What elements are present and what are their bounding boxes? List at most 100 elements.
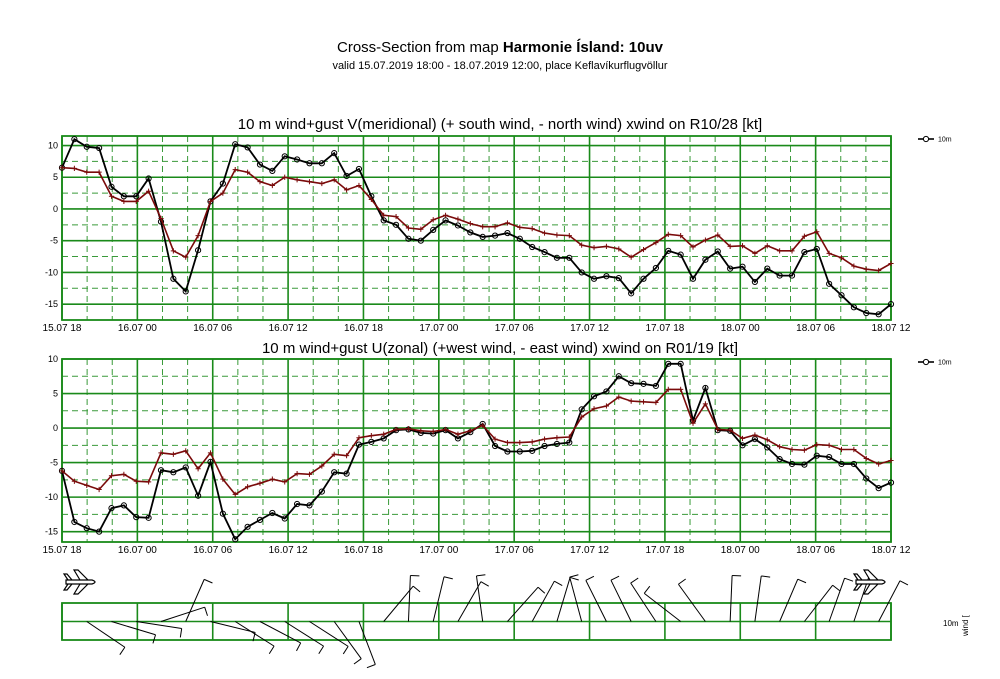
gust-marker	[789, 446, 795, 453]
y-tick-label: 0	[53, 204, 58, 214]
wind-marker	[145, 175, 152, 182]
wind-marker	[553, 440, 561, 448]
gust-marker	[603, 403, 610, 409]
wind-marker	[120, 502, 127, 509]
wind-barb	[86, 621, 126, 648]
wind-marker	[813, 452, 820, 459]
x-tick-label: 17.07 00	[419, 323, 458, 334]
x-tick-label: 18.07 06	[796, 545, 835, 556]
wind-marker	[850, 460, 857, 468]
wind-barb	[630, 582, 657, 622]
wind-marker	[776, 456, 783, 463]
gust-marker	[678, 233, 684, 239]
gust-marker	[381, 431, 387, 437]
wind-marker	[96, 528, 103, 535]
x-tick-label: 17.07 12	[570, 545, 609, 556]
wind-marker	[157, 467, 165, 474]
page-title: Cross-Section from map Harmonie Ísland: …	[0, 38, 1000, 58]
gust-marker	[257, 179, 263, 185]
wind-marker	[801, 461, 808, 468]
wind-barb-flag	[844, 577, 854, 582]
x-tick-label: 16.07 12	[269, 545, 308, 556]
wind-barb-flag	[797, 578, 807, 584]
gust-marker	[702, 237, 709, 243]
gust-marker	[269, 476, 275, 482]
wind-barb-flag	[476, 574, 486, 577]
gust-marker	[96, 486, 102, 493]
gust-marker	[71, 165, 77, 171]
wind-marker	[368, 438, 375, 445]
gust-marker	[418, 428, 424, 434]
gust-marker	[888, 457, 894, 464]
gust-marker	[727, 243, 733, 249]
gust-marker	[430, 428, 436, 435]
gust-marker	[319, 463, 325, 469]
wind-marker	[764, 265, 771, 272]
wind-barb-flag	[204, 607, 208, 616]
gust-marker	[442, 426, 449, 433]
x-tick-label: 15.07 18	[43, 545, 82, 556]
gust-marker	[616, 246, 622, 252]
wind-barb-flag	[630, 577, 639, 584]
gust-marker	[789, 248, 795, 254]
gust-marker	[183, 254, 189, 260]
wind-marker	[83, 143, 90, 150]
gust-marker	[603, 243, 610, 249]
gust-marker	[294, 471, 300, 477]
gust-marker	[727, 427, 733, 433]
wind-marker	[838, 292, 845, 299]
gust-series-line	[61, 388, 892, 496]
barb-level-label: 10m	[943, 619, 959, 628]
wind-barb-flag	[296, 642, 302, 652]
gust-marker	[640, 399, 647, 405]
gust-marker	[752, 432, 758, 438]
x-tick-label: 16.07 06	[193, 545, 232, 556]
wind-marker	[269, 509, 276, 517]
wind-barb	[507, 586, 539, 622]
wind-barb-flag	[832, 584, 841, 592]
wind-marker	[195, 247, 202, 254]
wind-barb-flag	[268, 645, 275, 654]
gust-marker	[195, 466, 201, 472]
wind-marker	[887, 479, 895, 486]
wind-barb	[210, 621, 256, 633]
gust-marker	[368, 196, 374, 203]
x-tick-label: 17.07 06	[495, 545, 534, 556]
gust-marker	[170, 451, 176, 457]
y-tick-label: 5	[53, 172, 58, 182]
gust-marker	[715, 426, 721, 433]
gust-marker	[108, 473, 115, 479]
wind-marker	[256, 161, 264, 168]
wind-barb	[677, 583, 706, 622]
gust-marker	[653, 399, 659, 406]
wind-marker	[182, 288, 189, 295]
wind-marker	[96, 144, 103, 152]
gust-marker	[71, 478, 77, 484]
x-tick-label: 16.07 00	[118, 545, 157, 556]
wind-marker	[838, 460, 845, 468]
wind-marker	[467, 229, 474, 236]
x-tick-label: 17.07 06	[495, 323, 534, 334]
gust-marker	[282, 174, 288, 180]
wind-barb	[828, 577, 846, 622]
wind-marker	[355, 441, 363, 448]
airplane-icon	[852, 569, 886, 595]
wind-marker	[71, 518, 78, 526]
y-tick-label: 5	[53, 389, 58, 399]
gust-marker	[84, 482, 90, 488]
gust-marker	[801, 233, 807, 239]
wind-barb-flag	[443, 576, 453, 580]
airplane-shape	[852, 569, 886, 595]
wind-marker	[677, 360, 684, 367]
wind-marker	[652, 264, 660, 272]
wind-marker	[83, 525, 90, 532]
wind-marker	[578, 406, 585, 413]
x-tick-label: 17.07 18	[645, 545, 684, 556]
chart-header: Cross-Section from map Harmonie Ísland: …	[0, 38, 1000, 74]
wind-barb	[475, 575, 484, 622]
wind-marker	[764, 444, 771, 451]
gust-marker	[838, 446, 845, 453]
wind-marker	[281, 153, 288, 160]
wind-barb	[779, 579, 799, 622]
wind-barb	[585, 580, 607, 622]
